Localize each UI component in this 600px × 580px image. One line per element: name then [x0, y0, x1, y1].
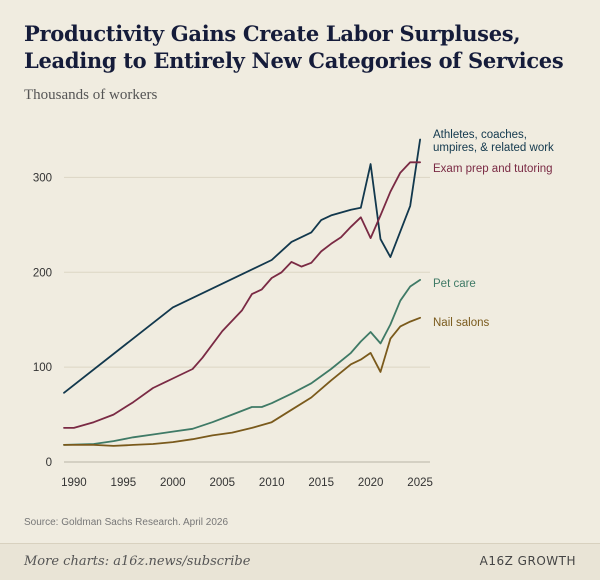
series-label-line: Athletes, coaches,: [433, 129, 527, 141]
series-line-0: [63, 138, 422, 394]
series-line-3: [63, 316, 422, 447]
series-label-3: Nail salons: [433, 317, 489, 329]
chart-title: Productivity Gains Create Labor Surpluse…: [24, 21, 564, 73]
y-axis-ticks: 0 100 200 300: [33, 172, 52, 469]
series-label-line: Pet care: [433, 278, 476, 290]
series-label-1: Exam prep and tutoring: [433, 163, 553, 175]
gridlines: [64, 176, 430, 463]
y-tick-label: 300: [33, 172, 52, 184]
x-tick-label: 2020: [358, 477, 384, 489]
x-axis-ticks: 1990 1995 2000 2005 2010 2015 2020 2025: [61, 477, 433, 489]
series-labels: Athletes, coaches, umpires, & related wor…: [433, 129, 554, 329]
line-chart: 0 100 200 300 1990 1995 2000 2005 2010 2015 2020 2…: [33, 129, 554, 489]
series-label-0: Athletes, coaches, umpires, & related wor…: [433, 129, 554, 154]
series-label-line: umpires, & related work: [433, 142, 554, 154]
x-tick-label: 1995: [111, 477, 137, 489]
series-line-1: [63, 161, 422, 429]
series-label-line: Nail salons: [433, 317, 489, 329]
footer-bar: More charts: a16z.news/subscribe A16Z GR…: [0, 543, 600, 580]
x-tick-label: 2010: [259, 477, 285, 489]
brand-logo: A16Z GROWTH: [479, 554, 576, 568]
x-tick-label: 2025: [407, 477, 433, 489]
x-tick-label: 1990: [61, 477, 87, 489]
series-lines: [63, 138, 422, 447]
x-tick-label: 2005: [209, 477, 235, 489]
subscribe-link[interactable]: More charts: a16z.news/subscribe: [24, 554, 251, 569]
x-tick-label: 2015: [308, 477, 334, 489]
series-line-2: [63, 278, 422, 446]
series-label-2: Pet care: [433, 278, 476, 290]
x-tick-label: 2000: [160, 477, 186, 489]
y-tick-label: 0: [46, 457, 52, 469]
chart-subtitle: Thousands of workers: [24, 87, 158, 103]
source-note: Source: Goldman Sachs Research. April 20…: [24, 517, 228, 528]
y-tick-label: 100: [33, 362, 52, 374]
series-label-line: Exam prep and tutoring: [433, 163, 553, 175]
y-tick-label: 200: [33, 267, 52, 279]
